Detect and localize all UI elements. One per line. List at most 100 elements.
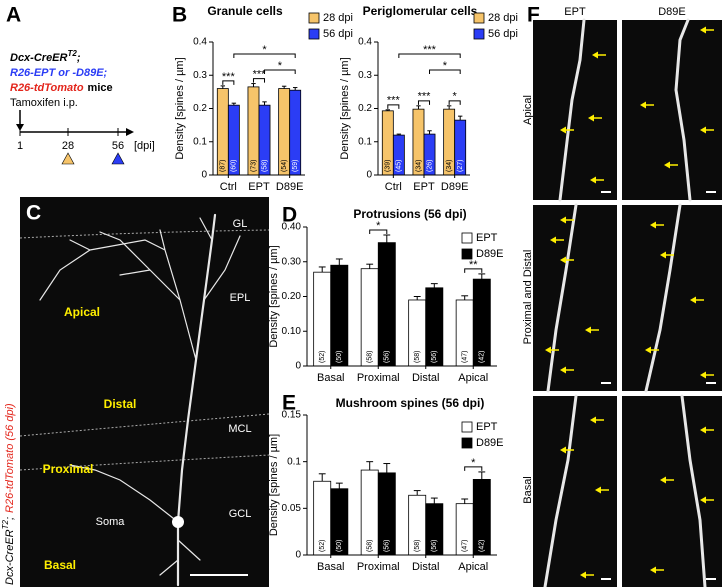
n-label: (60) [231,160,238,172]
micrograph [622,396,722,587]
spine-arrow-head [645,346,651,354]
dendrite [543,394,578,587]
driver: Dcx-CreER [4,529,16,585]
chart-title: Mushroom spines (56 dpi) [336,396,485,410]
x-tick-label: Proximal [357,561,400,573]
micrograph [622,20,722,200]
spine-arrow-head [700,126,706,134]
n-label: (42) [479,540,486,552]
timeline-label: 28 [62,140,74,152]
panel-letter: B [172,4,187,27]
legend-label: EPT [476,421,498,433]
reporter: R26-tdTomato (56 dpi) [4,403,16,513]
significance-bracket [387,104,400,109]
spine-arrow-head [590,416,596,424]
panel-letter: E [282,392,296,415]
comparison-bracket [429,69,461,74]
n-label: (50) [336,351,343,363]
row-label: Proximal and Distal [522,250,534,345]
micrograph [533,20,617,200]
y-tick-label: 0.10 [282,326,302,337]
dendrite [644,203,682,393]
x-tick-label: Basal [317,561,345,573]
legend-swatch [308,12,320,24]
y-tick-label: 0 [295,361,301,372]
chart-title: Granule cells [207,4,283,18]
legend-swatch [473,28,485,40]
dendrite [546,203,578,393]
spine-arrow-head [560,126,566,134]
region-label: Apical [64,305,100,319]
legend-swatch [308,28,320,40]
basal-dendrites [69,464,201,576]
dendrite [176,213,217,587]
legend-label: 28 dpi [488,12,518,24]
y-tick-label: 0.2 [358,103,372,114]
x-tick-label: Proximal [357,372,400,384]
panel-f: EPT D89E Apical Proximal and Distal Basa… [522,6,722,587]
comparison-label: * [278,60,283,72]
micrograph [533,396,617,587]
y-tick-label: 0.05 [282,503,302,514]
y-axis-label: Density [spines / µm] [339,57,351,159]
n-label: (87) [220,160,227,172]
layer-boundary [19,229,270,239]
time-marker-28 [61,152,75,165]
side-label: Dcx-CreERT2; R26-tdTomato (56 dpi) [1,403,16,585]
y-tick-label: 0.3 [193,70,207,81]
separator: ; [4,517,16,520]
x-tick-label: EPT [248,181,270,193]
x-tick-label: Apical [458,561,488,573]
spine-arrow-head [650,566,656,574]
n-label: (58) [261,160,268,172]
legend-swatch [473,12,485,24]
significance-label: ** [469,259,478,271]
separator: ; [77,52,81,64]
x-tick-label: Distal [412,372,440,384]
legend-label: 56 dpi [323,28,353,40]
legend-swatch [461,437,473,449]
arrow-head [16,124,24,131]
panel-letter: F [527,4,540,27]
n-label: (47) [462,540,469,552]
layer-boundary [19,454,270,471]
spine-arrow-head [592,51,598,59]
x-tick-label: Ctrl [220,181,237,193]
n-label: (73) [250,160,257,172]
legend-label: D89E [476,437,504,449]
timeline-arrow [126,128,134,136]
comparison-label: *** [423,44,437,56]
panel-letter: A [6,4,21,27]
y-tick-label: 0.40 [282,222,302,233]
column-label: D89E [658,6,686,18]
spine-arrow-head [690,296,696,304]
n-label: (58) [414,540,421,552]
x-tick-label: Basal [317,372,345,384]
n-label: (27) [457,160,464,172]
row-label: Apical [522,95,534,125]
significance-label: *** [253,68,267,80]
suffix: mice [88,82,113,94]
n-label: (58) [367,540,374,552]
x-tick-label: EPT [413,181,435,193]
spine-arrow-head [650,221,656,229]
n-label: (54) [281,160,288,172]
n-label: (59) [292,160,299,172]
x-tick-label: Ctrl [385,181,402,193]
y-tick-label: 0.30 [282,256,302,267]
comparison-bracket [264,69,296,74]
spine-arrow-head [550,236,556,244]
spine-arrow-head [585,326,591,334]
micrograph [533,205,617,391]
significance-label: * [471,457,476,469]
layer-label: MCL [228,423,251,435]
layer-label: EPL [230,292,251,304]
y-tick-label: 0.2 [193,103,207,114]
spine-arrow-head [595,486,601,494]
n-label: (34) [415,160,422,172]
n-label: (56) [431,540,438,552]
spine-arrow-head [700,371,706,379]
chart-title: Periglomerular cells [363,4,478,18]
genotype-line-1: Dcx-CreERT2; [10,49,81,64]
x-tick-label: D89E [441,181,469,193]
